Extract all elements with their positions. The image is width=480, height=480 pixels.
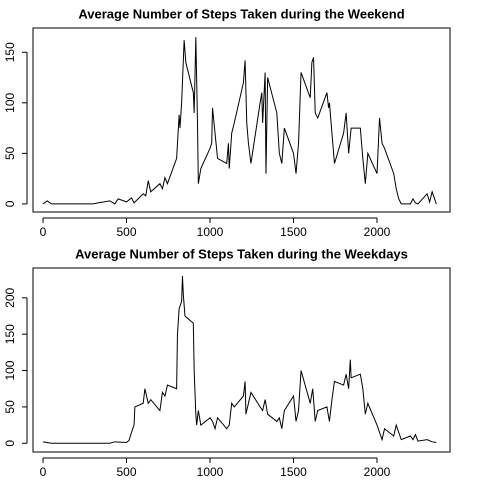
data-line	[42, 275, 437, 444]
x-tick-label: 0	[40, 225, 47, 239]
chart-title: Average Number of Steps Taken during the…	[78, 6, 404, 21]
x-tick-label: 2000	[364, 225, 391, 239]
y-tick-label: 200	[3, 287, 17, 307]
data-line	[42, 37, 437, 205]
plot-box	[32, 267, 451, 453]
x-tick-label: 1000	[197, 465, 224, 479]
x-tick-label: 1500	[280, 465, 307, 479]
x-tick-label: 2000	[364, 465, 391, 479]
y-tick-label: 50	[3, 400, 17, 414]
x-tick-label: 500	[117, 465, 137, 479]
y-tick-label: 0	[3, 440, 17, 447]
x-tick-label: 500	[117, 225, 137, 239]
chart-title: Average Number of Steps Taken during the…	[75, 246, 408, 261]
x-tick-label: 1000	[197, 225, 224, 239]
y-tick-label: 150	[3, 324, 17, 344]
y-tick-label: 0	[3, 200, 17, 207]
y-tick-label: 150	[3, 42, 17, 62]
y-tick-label: 100	[3, 360, 17, 380]
y-tick-label: 50	[3, 146, 17, 160]
y-tick-label: 100	[3, 92, 17, 112]
x-tick-label: 1500	[280, 225, 307, 239]
x-tick-label: 0	[40, 465, 47, 479]
plot-box	[32, 27, 451, 213]
